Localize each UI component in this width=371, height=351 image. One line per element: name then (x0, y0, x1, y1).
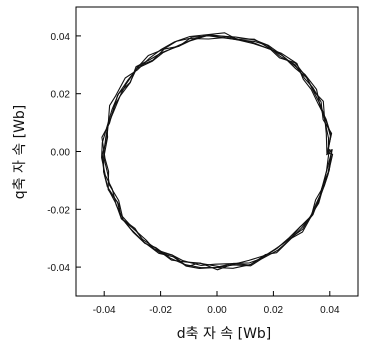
x-tick-label: 0.00 (207, 305, 227, 316)
flux-trace (101, 32, 334, 271)
plot-frame (75, 6, 359, 297)
y-tick-label: -0.04 (47, 263, 70, 274)
x-axis-label: d축 자 속 [Wb] (177, 326, 272, 342)
y-tick-label: -0.02 (47, 205, 70, 216)
x-tick-label: 0.02 (264, 305, 284, 316)
y-axis-label: q축 자 속 [Wb] (12, 105, 28, 200)
tick-marks (76, 35, 331, 296)
y-tick-label: 0.02 (51, 90, 71, 101)
y-tick-label: 0.04 (51, 32, 71, 43)
x-tick-labels: -0.04 -0.02 0.00 0.02 0.04 (93, 305, 340, 316)
x-tick-label: -0.04 (93, 305, 116, 316)
series-line (103, 37, 333, 268)
x-tick-label: -0.02 (149, 305, 172, 316)
series-line (101, 32, 330, 269)
y-tick-label: 0.00 (51, 148, 71, 159)
x-tick-label: 0.04 (320, 305, 340, 316)
y-tick-labels: -0.04 -0.02 0.00 0.02 0.04 (47, 32, 70, 274)
